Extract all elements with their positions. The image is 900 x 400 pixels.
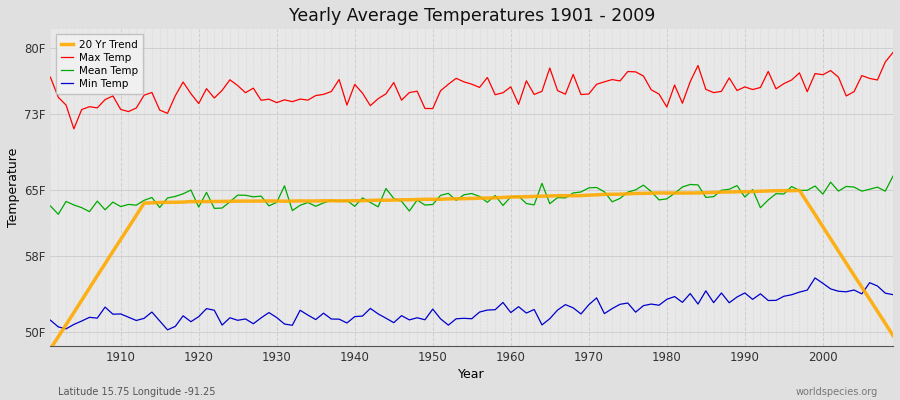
Text: worldspecies.org: worldspecies.org	[796, 387, 878, 397]
Legend: 20 Yr Trend, Max Temp, Mean Temp, Min Temp: 20 Yr Trend, Max Temp, Mean Temp, Min Te…	[56, 34, 143, 94]
Min Temp	[287, 323, 298, 328]
Max Temp	[287, 99, 298, 104]
Mean Temp	[607, 200, 617, 204]
Line: Min Temp: Min Temp	[50, 278, 893, 330]
Max Temp	[334, 77, 345, 82]
20 Yr Trend	[107, 249, 118, 254]
Mean Temp	[513, 194, 524, 199]
Mean Temp	[287, 208, 298, 213]
20 Yr Trend	[887, 333, 898, 338]
Line: Max Temp: Max Temp	[50, 52, 893, 129]
Min Temp	[506, 310, 517, 315]
Mean Temp	[334, 199, 345, 204]
Mean Temp	[45, 204, 56, 208]
Min Temp	[162, 328, 173, 332]
20 Yr Trend	[599, 192, 610, 197]
Mean Temp	[887, 174, 898, 178]
Max Temp	[115, 107, 126, 112]
Max Temp	[506, 84, 517, 89]
X-axis label: Year: Year	[458, 368, 485, 381]
20 Yr Trend	[326, 198, 337, 203]
Max Temp	[513, 102, 524, 107]
Min Temp	[334, 317, 345, 322]
Min Temp	[107, 312, 118, 317]
Max Temp	[887, 50, 898, 55]
20 Yr Trend	[506, 194, 517, 199]
Title: Yearly Average Temperatures 1901 - 2009: Yearly Average Temperatures 1901 - 2009	[289, 7, 655, 25]
Line: 20 Yr Trend: 20 Yr Trend	[50, 190, 893, 349]
Max Temp	[607, 77, 617, 82]
Mean Temp	[506, 194, 517, 199]
Mean Temp	[115, 204, 126, 209]
Line: Mean Temp: Mean Temp	[50, 176, 893, 214]
Min Temp	[887, 292, 898, 297]
Min Temp	[810, 276, 821, 280]
Max Temp	[68, 126, 79, 131]
Y-axis label: Temperature: Temperature	[7, 148, 20, 227]
20 Yr Trend	[279, 199, 290, 204]
Min Temp	[45, 318, 56, 323]
Max Temp	[45, 75, 56, 80]
20 Yr Trend	[498, 195, 508, 200]
Min Temp	[513, 304, 524, 309]
Text: Latitude 15.75 Longitude -91.25: Latitude 15.75 Longitude -91.25	[58, 387, 216, 397]
Mean Temp	[53, 212, 64, 217]
20 Yr Trend	[45, 346, 56, 351]
20 Yr Trend	[794, 188, 805, 193]
Min Temp	[607, 306, 617, 311]
